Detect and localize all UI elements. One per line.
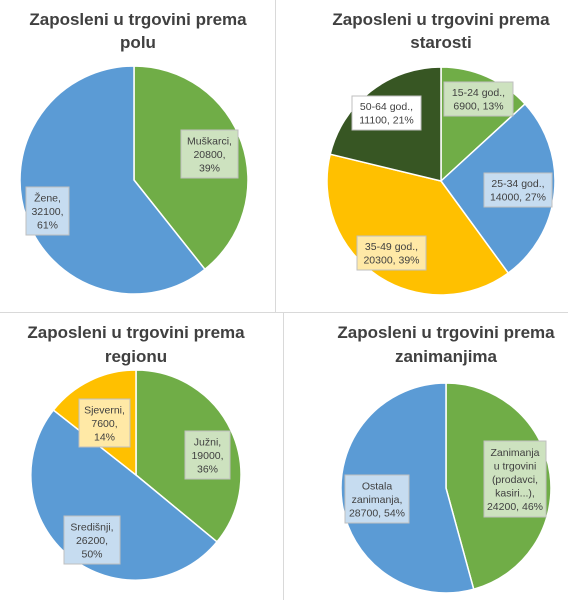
data-label-text: u trgovini xyxy=(494,460,537,472)
data-label: Sjeverni, 7600,14% xyxy=(78,398,131,448)
data-label-text: Muškarci, xyxy=(187,135,232,147)
data-label-text: 61% xyxy=(37,219,58,231)
data-label-box xyxy=(483,440,547,518)
data-label-text: 14000, 27% xyxy=(490,192,546,204)
data-label-text: 26200, xyxy=(76,535,108,547)
pie-chart-3: Zaposleni u trgovini prema regionu Južni, 1… xyxy=(27,323,245,581)
data-label: Središnji, 26200,50% xyxy=(63,515,121,565)
data-label-text: 24200, 46% xyxy=(487,501,543,513)
chart-title-line: polu xyxy=(120,33,156,52)
data-label: 50-64 god., 11100, 21% xyxy=(351,95,422,131)
data-label-box xyxy=(443,81,514,117)
data-label-box xyxy=(180,129,239,179)
data-label-text: 50-64 god., xyxy=(360,101,413,113)
pie-chart-1: Zaposleni u trgovini prema polu Muškarci, 2… xyxy=(19,10,249,295)
chart-title-line: Zaposleni u trgovini prema xyxy=(29,10,247,29)
data-label-text: 20300, 39% xyxy=(363,255,419,267)
data-label-text: 20800, xyxy=(193,149,225,161)
chart-title-line: Zaposleni u trgovini prema xyxy=(27,323,245,342)
data-label: 25-34 god., 14000, 27% xyxy=(483,172,553,208)
data-label-box xyxy=(25,186,70,236)
data-label-box xyxy=(483,172,553,208)
data-label: Ostala zanimanja,28700, 54% xyxy=(344,474,410,524)
data-label-box xyxy=(184,430,231,480)
data-label-text: 35-49 god., xyxy=(365,241,418,253)
chart-title-line: Zaposleni u trgovini prema xyxy=(337,323,555,342)
data-label-text: 11100, 21% xyxy=(359,115,414,127)
chart-title-line: Zaposleni u trgovini prema xyxy=(332,10,550,29)
data-label-text: Zanimanja xyxy=(490,447,539,459)
chart-title-line: regionu xyxy=(105,347,167,366)
data-label-text: 19000, xyxy=(191,450,223,462)
data-label-text: kasiri...), xyxy=(495,487,535,499)
data-label: 35-49 god., 20300, 39% xyxy=(356,235,427,271)
data-label-text: Južni, xyxy=(194,436,221,448)
horizontal-divider xyxy=(0,312,568,313)
data-label-box xyxy=(344,474,410,524)
chart-title-line: zanimanjima xyxy=(395,347,498,366)
data-label: Južni, 19000,36% xyxy=(184,430,231,480)
data-label-text: 7600, xyxy=(91,418,117,430)
data-label-text: 25-34 god., xyxy=(491,178,544,190)
data-label: 15-24 god., 6900, 13% xyxy=(443,81,514,117)
pie-chart-2: Zaposleni u trgovini prema starosti 15-24 … xyxy=(326,10,556,296)
data-label-text: 28700, 54% xyxy=(349,507,405,519)
data-label-text: Sjeverni, xyxy=(84,404,125,416)
vertical-divider-top xyxy=(275,0,276,312)
data-label-box xyxy=(351,95,422,131)
data-label-text: 50% xyxy=(81,548,102,560)
data-label-text: 14% xyxy=(94,431,115,443)
data-label-text: zanimanja, xyxy=(352,494,403,506)
data-label-text: 36% xyxy=(197,463,218,475)
vertical-divider-bottom xyxy=(283,312,284,600)
data-label-text: 32100, xyxy=(31,206,63,218)
data-label: Muškarci, 20800,39% xyxy=(180,129,239,179)
pie-chart-4: Zaposleni u trgovini prema zanimanjima Zan… xyxy=(337,323,555,594)
data-label-text: (prodavci, xyxy=(492,474,538,486)
data-label: Žene, 32100,61% xyxy=(25,186,70,236)
data-label-box xyxy=(63,515,121,565)
data-label-text: 6900, 13% xyxy=(453,101,503,113)
data-label-text: 15-24 god., xyxy=(452,87,505,99)
data-label-text: Ostala xyxy=(362,480,393,492)
data-label-text: Središnji, xyxy=(70,521,113,533)
chart-title-line: starosti xyxy=(410,33,471,52)
data-label-text: Žene, xyxy=(34,191,61,204)
data-label-box xyxy=(356,235,427,271)
data-label-text: 39% xyxy=(199,162,220,174)
data-label-box xyxy=(78,398,131,448)
